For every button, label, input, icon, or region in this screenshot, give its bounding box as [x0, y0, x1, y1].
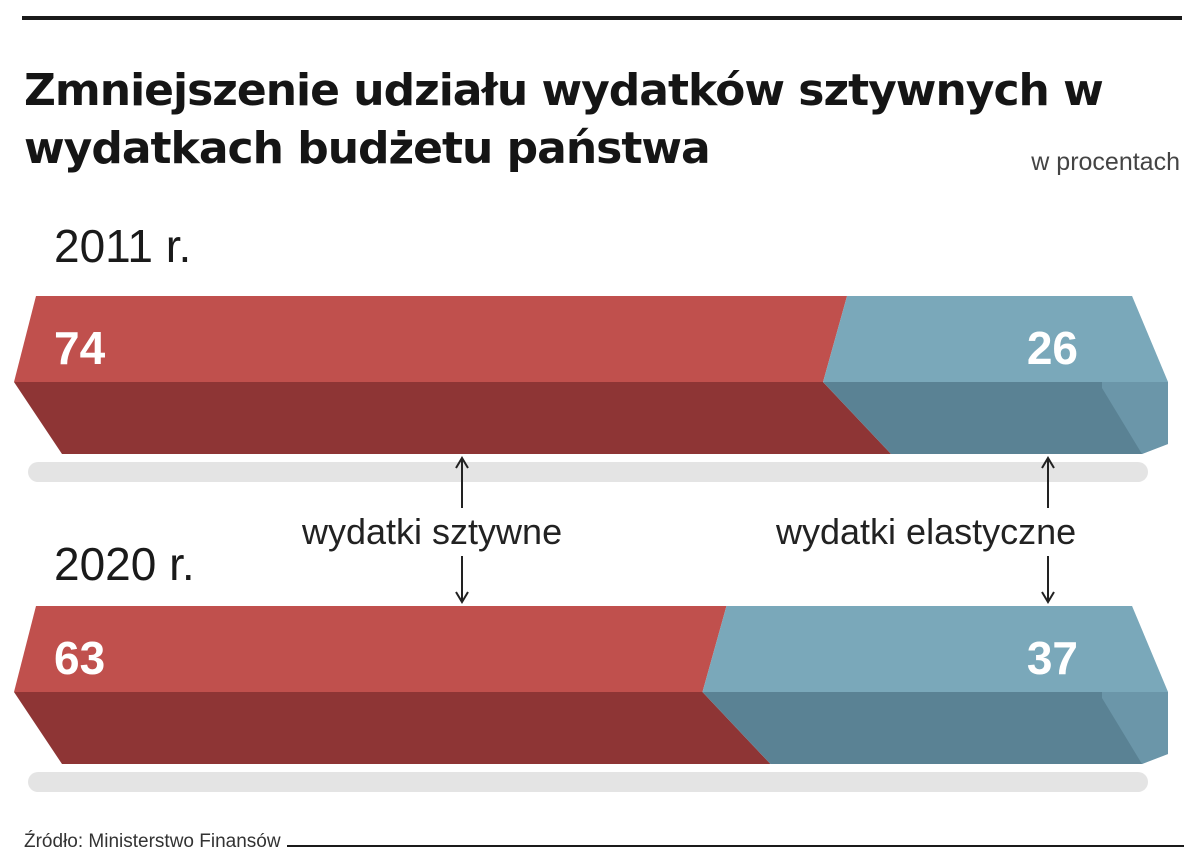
legend-label-rigid: wydatki sztywne — [300, 511, 565, 553]
bar-shadow — [28, 772, 1148, 792]
bar-tip-facet — [1102, 606, 1168, 764]
bar-flexible-side — [702, 692, 1168, 764]
top-rule — [22, 16, 1182, 20]
bar-flexible-side — [823, 382, 1168, 454]
bar-rigid-top — [14, 296, 848, 382]
legend-arrow-rigid-up-head — [455, 456, 469, 469]
chart-title: Zmniejszenie udziału wydatków sztywnych … — [24, 65, 1104, 174]
value-label-rigid: 63 — [54, 632, 105, 684]
bar-rigid-side — [14, 382, 892, 454]
source-note: Źródło: Ministerstwo Finansów — [24, 831, 287, 853]
bar-rigid-top — [14, 606, 727, 692]
bar-flexible-top — [702, 606, 1168, 692]
bottom-rule — [24, 845, 1184, 847]
value-label-rigid: 74 — [54, 322, 106, 374]
legend-arrow-rigid-down-head — [455, 591, 469, 604]
bar-shadow — [28, 462, 1148, 482]
value-label-flexible: 26 — [1027, 322, 1078, 374]
category-label: 2020 r. — [54, 538, 195, 590]
legend-label-flexible: wydatki elastyczne — [774, 511, 1079, 553]
bar-rigid-side — [14, 692, 771, 764]
value-label-flexible: 37 — [1027, 632, 1078, 684]
bar-flexible-top — [823, 296, 1168, 382]
category-label: 2011 r. — [54, 220, 191, 272]
bar-tip-facet — [1102, 296, 1168, 454]
legend-arrow-flexible-up-head — [1041, 456, 1055, 469]
unit-label: w procentach — [1031, 148, 1180, 176]
legend-arrow-flexible-down-head — [1041, 591, 1055, 604]
